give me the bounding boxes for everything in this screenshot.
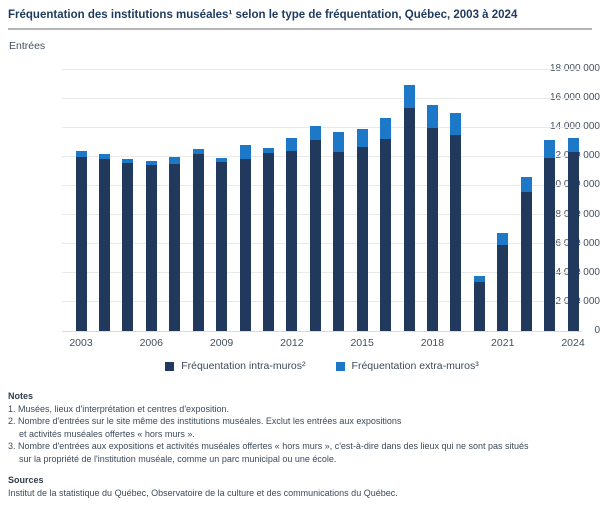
- sources-text: Institut de la statistique du Québec, Ob…: [8, 487, 398, 498]
- bar-2012-intra-muros: [286, 150, 298, 331]
- bar-2015-extra-muros: [356, 128, 368, 147]
- notes-heading: Notes: [8, 391, 34, 401]
- bar-2012-extra-muros: [286, 138, 298, 151]
- legend-label: Fréquentation extra-muros³: [351, 360, 479, 372]
- bar-2009-extra-muros: [216, 157, 228, 163]
- gridline: [62, 272, 582, 274]
- gridline: [62, 301, 582, 303]
- bar-2023-extra-muros: [544, 139, 556, 158]
- bar-2016-extra-muros: [380, 117, 392, 139]
- bar-2015-intra-muros: [356, 146, 368, 331]
- legend-item-extra-muros: Fréquentation extra-muros³: [335, 360, 479, 372]
- plot-area: [62, 68, 582, 332]
- bar-2003-intra-muros: [75, 157, 87, 331]
- bar-2010-extra-muros: [239, 145, 251, 160]
- x-axis-tick-label: 2015: [350, 337, 374, 349]
- bar-2014-extra-muros: [333, 131, 345, 152]
- legend-swatch-extra-muros: [335, 361, 345, 371]
- gridline: [62, 214, 582, 216]
- note-lines: 1. Musées, lieux d'interprétation et cen…: [8, 403, 592, 466]
- bar-2004-extra-muros: [98, 154, 110, 160]
- bar-2023-intra-muros: [544, 157, 556, 331]
- bar-2009-intra-muros: [216, 162, 228, 331]
- x-axis-tick-label: 2003: [69, 337, 93, 349]
- note-line: et activités muséales offertes « hors mu…: [19, 428, 195, 439]
- bar-2022-intra-muros: [520, 192, 532, 331]
- gridline: [62, 68, 582, 70]
- x-axis-tick-label: 2009: [209, 337, 234, 349]
- x-axis-tick-label: 2012: [280, 337, 304, 349]
- bar-2024-intra-muros: [567, 151, 579, 331]
- bar-2006-extra-muros: [145, 160, 157, 166]
- legend-item-intra-muros: Fréquentation intra-muros²: [165, 360, 306, 372]
- gridline: [62, 126, 582, 128]
- bar-2018-intra-muros: [426, 127, 438, 331]
- bar-2004-intra-muros: [98, 159, 110, 331]
- bar-2020-extra-muros: [473, 276, 485, 282]
- bar-2005-intra-muros: [122, 162, 134, 331]
- bar-2018-extra-muros: [426, 105, 438, 128]
- bar-2011-extra-muros: [262, 148, 274, 154]
- gridline: [62, 97, 582, 99]
- x-axis-tick-label: 2021: [491, 337, 515, 349]
- x-axis-line: [62, 331, 582, 332]
- chart-title: Fréquentation des institutions muséales¹…: [8, 9, 518, 21]
- gridline: [62, 243, 582, 245]
- x-axis-tick-label: 2024: [561, 337, 585, 349]
- note-line: 1. Musées, lieux d'interprétation et cen…: [8, 403, 230, 414]
- bar-2008-intra-muros: [192, 154, 204, 331]
- notes-section: Notes 1. Musées, lieux d'interprétation …: [8, 390, 592, 499]
- gridline: [62, 155, 582, 157]
- legend-swatch-intra-muros: [165, 361, 175, 371]
- bar-2003-extra-muros: [75, 150, 87, 158]
- bar-2024-extra-muros: [567, 138, 579, 152]
- note-line: 3. Nombre d'entrées aux expositions et a…: [8, 441, 529, 451]
- sources-heading: Sources: [8, 475, 44, 485]
- bar-2014-intra-muros: [333, 151, 345, 331]
- bar-2007-extra-muros: [169, 157, 181, 164]
- x-axis-tick-label: 2006: [139, 337, 163, 349]
- x-axis-tick-label: 2018: [420, 337, 445, 349]
- bar-2013-intra-muros: [309, 139, 321, 331]
- bar-2020-intra-muros: [473, 281, 485, 331]
- chart-legend: Fréquentation intra-muros² Fréquentation …: [62, 360, 582, 372]
- bar-2017-extra-muros: [403, 85, 415, 108]
- bar-2021-extra-muros: [497, 232, 509, 246]
- bar-2022-extra-muros: [520, 177, 532, 192]
- bar-2021-intra-muros: [497, 245, 509, 331]
- bar-2008-extra-muros: [192, 149, 204, 155]
- bar-2011-intra-muros: [262, 153, 274, 331]
- bar-2006-intra-muros: [145, 165, 157, 331]
- gridline: [62, 184, 582, 186]
- title-divider: [8, 28, 592, 30]
- stacked-bar-chart: 02 000 0004 000 0006 000 0008 000 00010 …: [62, 63, 600, 349]
- bar-2017-intra-muros: [403, 107, 415, 331]
- bar-2019-intra-muros: [450, 134, 462, 331]
- note-line: sur la propriété de l'institution muséal…: [19, 453, 337, 464]
- note-line: 2. Nombre d'entrées sur le site même des…: [8, 416, 402, 426]
- bar-2007-intra-muros: [169, 163, 181, 331]
- legend-label: Fréquentation intra-muros²: [181, 360, 306, 372]
- bar-2005-extra-muros: [122, 158, 134, 163]
- bar-2019-extra-muros: [450, 112, 462, 135]
- bar-2013-extra-muros: [309, 125, 321, 140]
- bar-2016-intra-muros: [380, 138, 392, 331]
- bar-2010-intra-muros: [239, 159, 251, 331]
- y-axis-unit-label: Entrées: [9, 40, 46, 52]
- y-axis-tick-label: 0: [594, 325, 600, 336]
